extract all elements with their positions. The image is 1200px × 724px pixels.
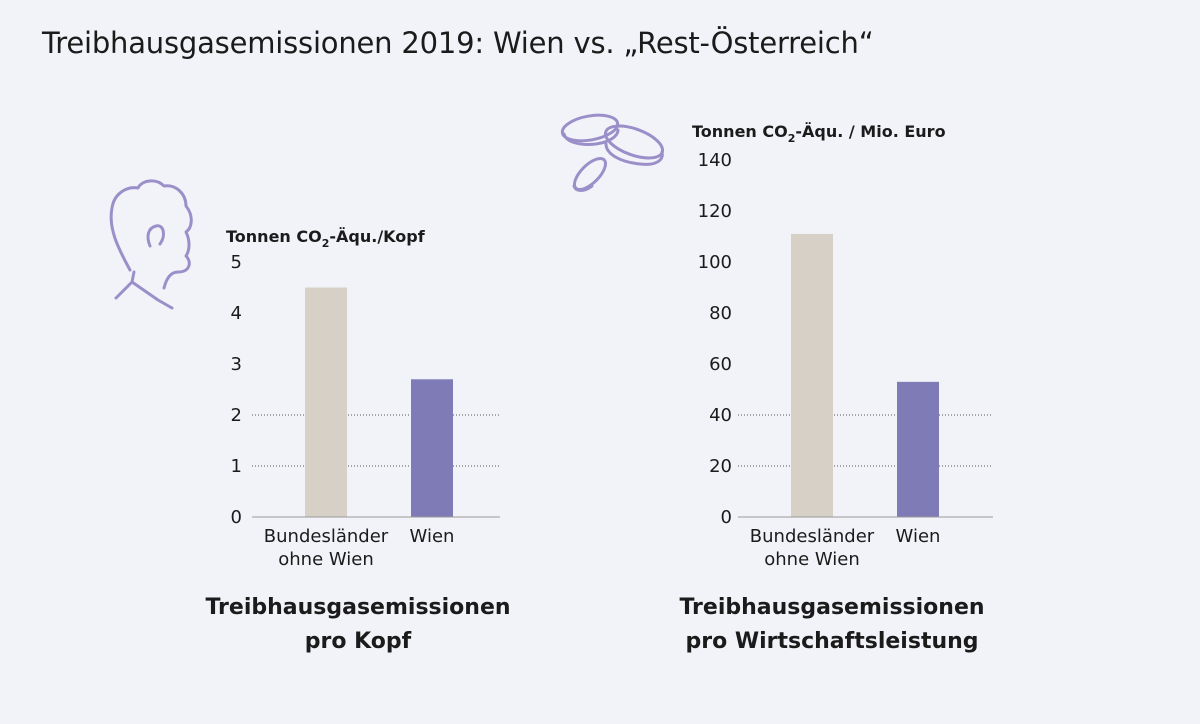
chart-1-subtitle: Treibhausgasemissionen	[205, 595, 510, 620]
chart-2-category-label: ohne Wien	[764, 549, 860, 570]
chart-2-y-tick-label: 100	[698, 252, 732, 273]
chart-1-unit-label: Tonnen CO2-Äqu./Kopf	[226, 227, 426, 250]
page-title: Treibhausgasemissionen 2019: Wien vs. „R…	[42, 26, 874, 60]
chart-2-y-tick-label: 40	[709, 405, 732, 426]
chart-2-subtitle: Treibhausgasemissionen	[679, 595, 984, 620]
chart-2-category-label: Wien	[896, 526, 941, 547]
person-head-icon	[109, 179, 193, 310]
chart-1-bar-bundeslaender	[305, 287, 347, 517]
chart-1-y-tick-label: 5	[231, 252, 242, 273]
chart-2-bar-wien	[897, 381, 939, 517]
chart-1-category-label: Bundesländer	[264, 526, 389, 547]
chart-1-bar-wien	[411, 379, 453, 517]
chart-2-unit-label: Tonnen CO2-Äqu. / Mio. Euro	[692, 122, 946, 145]
chart-1-y-tick-label: 4	[231, 303, 242, 324]
chart-2-y-tick-label: 60	[709, 354, 732, 375]
chart-2-subtitle: pro Wirtschaftsleistung	[685, 629, 978, 654]
chart-1-category-label: Wien	[410, 526, 455, 547]
chart-1-category-label: ohne Wien	[278, 549, 374, 570]
chart-1-y-tick-label: 3	[231, 354, 242, 375]
chart-2-y-tick-label: 140	[698, 150, 732, 171]
chart-1-y-tick-label: 2	[231, 405, 242, 426]
chart-1-y-tick-label: 1	[231, 456, 242, 477]
chart-1-subtitle: pro Kopf	[305, 629, 412, 654]
coins-icon	[560, 113, 665, 192]
chart-2-y-tick-label: 80	[709, 303, 732, 324]
chart-2-y-tick-label: 0	[721, 507, 732, 528]
chart-2-category-label: Bundesländer	[750, 526, 875, 547]
chart-2-y-tick-label: 20	[709, 456, 732, 477]
chart-1-y-tick-label: 0	[231, 507, 242, 528]
chart-2-bar-bundeslaender	[791, 233, 833, 517]
chart-2-y-tick-label: 120	[698, 201, 732, 222]
